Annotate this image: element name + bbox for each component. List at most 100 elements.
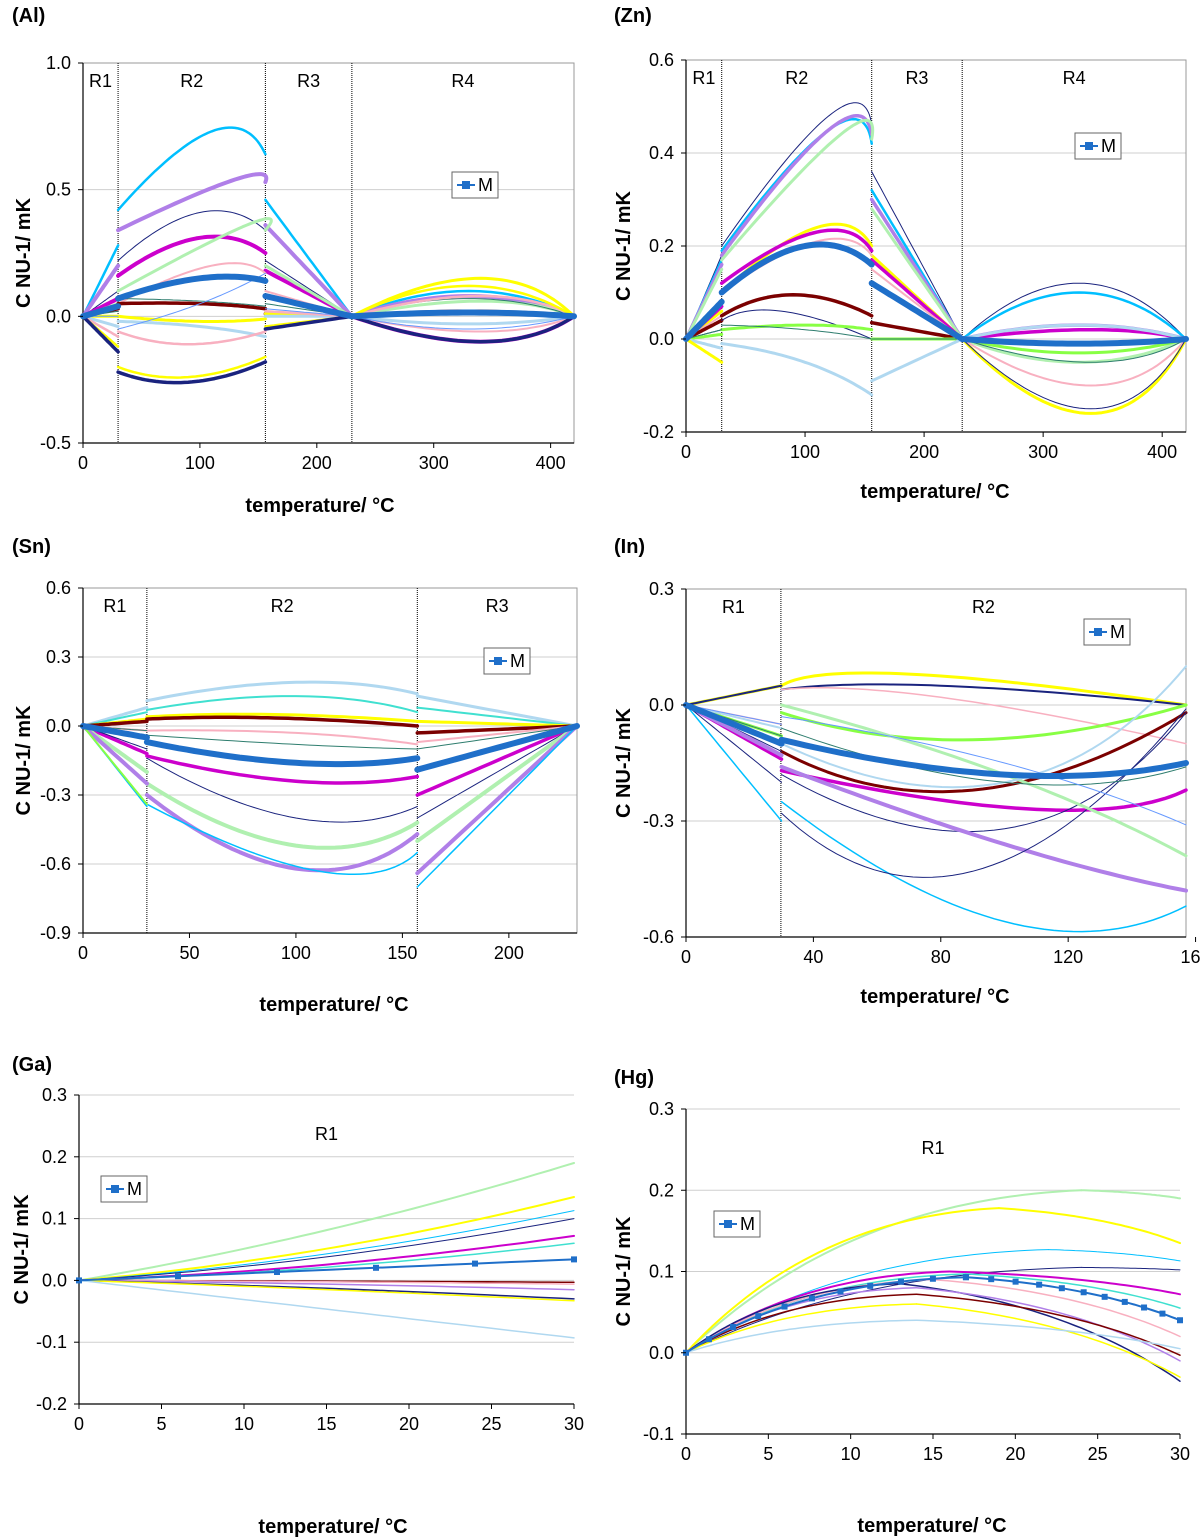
series-line: [719, 113, 874, 258]
series-marker-M: [274, 1268, 280, 1275]
region-label: R3: [297, 71, 320, 91]
series-line: [720, 342, 874, 397]
series-line: [415, 724, 579, 797]
series-line: [684, 267, 724, 341]
x-tick-label: 100: [281, 943, 311, 963]
y-tick-label: -0.5: [40, 433, 71, 453]
series-marker-M: [730, 1323, 737, 1330]
series-marker-M: [1036, 1281, 1043, 1288]
x-tick-label: 15: [923, 1444, 943, 1464]
y-tick-label: 0.3: [649, 579, 674, 599]
series-line: [871, 171, 963, 340]
series-line: [81, 315, 120, 338]
x-tick-label: 200: [909, 442, 939, 462]
region-label: R2: [180, 71, 203, 91]
series-line: [78, 1218, 575, 1281]
legend-label: M: [740, 1214, 755, 1234]
x-tick-label: 0: [78, 453, 88, 473]
series-line: [116, 314, 267, 323]
x-tick-label: 5: [763, 1444, 773, 1464]
panel-label: (Ga): [12, 1054, 52, 1076]
legend-marker: [1085, 142, 1093, 150]
legend-label: M: [1101, 136, 1116, 156]
series-line: [960, 291, 1188, 341]
series-line: [720, 323, 874, 332]
series-line: [961, 338, 1187, 410]
y-axis-label: C NU-1/ mK: [613, 1216, 635, 1327]
series-line: [81, 314, 120, 328]
series-line: [146, 757, 418, 823]
y-tick-label: 0.2: [649, 236, 674, 256]
series-marker-M: [175, 1273, 181, 1280]
y-tick-label: 0.1: [649, 1262, 674, 1282]
series-line: [146, 803, 419, 876]
series-line: [144, 793, 420, 873]
y-axis-label: C NU-1/ mK: [613, 190, 635, 301]
series-line: [961, 282, 1187, 340]
x-tick-label: 50: [179, 943, 199, 963]
series-line: [780, 703, 1188, 742]
series-marker-M: [1121, 1298, 1128, 1305]
series-line: [684, 337, 724, 364]
y-tick-label: -0.2: [643, 422, 674, 442]
series-line: [415, 724, 579, 735]
x-tick-label: 300: [419, 453, 449, 473]
series-line: [145, 712, 419, 723]
series-line: [685, 329, 723, 340]
series-line: [997, 1207, 1181, 1245]
panel-al: R1 R2 R3 R4 -0.5 0.0 0.5 1.0 0 100 200 300 400 (Al) te…: [12, 5, 577, 517]
y-tick-label: 0.4: [649, 143, 674, 163]
region-label: R4: [1063, 68, 1086, 88]
x-tick-label: 160: [1181, 947, 1200, 967]
series-line: [116, 217, 273, 293]
series-line: [721, 102, 873, 247]
legend-marker: [494, 657, 502, 665]
x-tick-label: 10: [841, 1444, 861, 1464]
series-line-M: [868, 280, 966, 342]
series-line-M: [414, 723, 580, 773]
y-tick-label: 0.3: [46, 647, 71, 667]
series-line: [144, 781, 420, 850]
y-tick-label: 0.0: [649, 695, 674, 715]
legend: M: [100, 1175, 148, 1203]
series-marker-M: [808, 1295, 815, 1302]
panel-label: (Hg): [614, 1067, 654, 1089]
region-label: R1: [921, 1138, 944, 1158]
series-line: [948, 1270, 1181, 1296]
series-line: [78, 1162, 575, 1282]
series-line: [116, 234, 268, 278]
x-tick-label: 30: [564, 1414, 584, 1434]
series-line: [263, 223, 354, 319]
region-label: R3: [905, 68, 928, 88]
x-tick-label: 20: [399, 1414, 419, 1434]
y-tick-label: 1.0: [46, 53, 71, 73]
y-tick-label: 0.6: [46, 578, 71, 598]
series-marker-M: [867, 1282, 874, 1289]
region-label: R3: [486, 596, 509, 616]
series-line: [720, 222, 874, 294]
series-line-M: [718, 241, 875, 296]
series-line: [416, 725, 578, 819]
series-line: [685, 684, 783, 706]
series-line: [915, 1293, 1181, 1356]
x-axis-label: temperature/ °C: [245, 495, 394, 517]
x-tick-label: 200: [302, 453, 332, 473]
series-line: [263, 264, 354, 318]
x-tick-label: 80: [931, 947, 951, 967]
series-marker-M: [897, 1278, 904, 1285]
x-tick-label: 0: [78, 943, 88, 963]
y-tick-label: 0.5: [46, 180, 71, 200]
series-line-M: [683, 298, 725, 342]
series-line: [350, 276, 576, 318]
legend-label: M: [510, 651, 525, 671]
series-marker-M: [472, 1260, 478, 1267]
series-line: [720, 118, 875, 262]
series-line: [960, 337, 1188, 415]
x-tick-label: 0: [681, 1444, 691, 1464]
series-line: [719, 228, 874, 285]
legend-marker: [1094, 628, 1102, 636]
y-axis-label: C NU-1/ mK: [13, 705, 35, 816]
legend-marker: [724, 1220, 732, 1228]
y-tick-label: 0.6: [649, 50, 674, 70]
